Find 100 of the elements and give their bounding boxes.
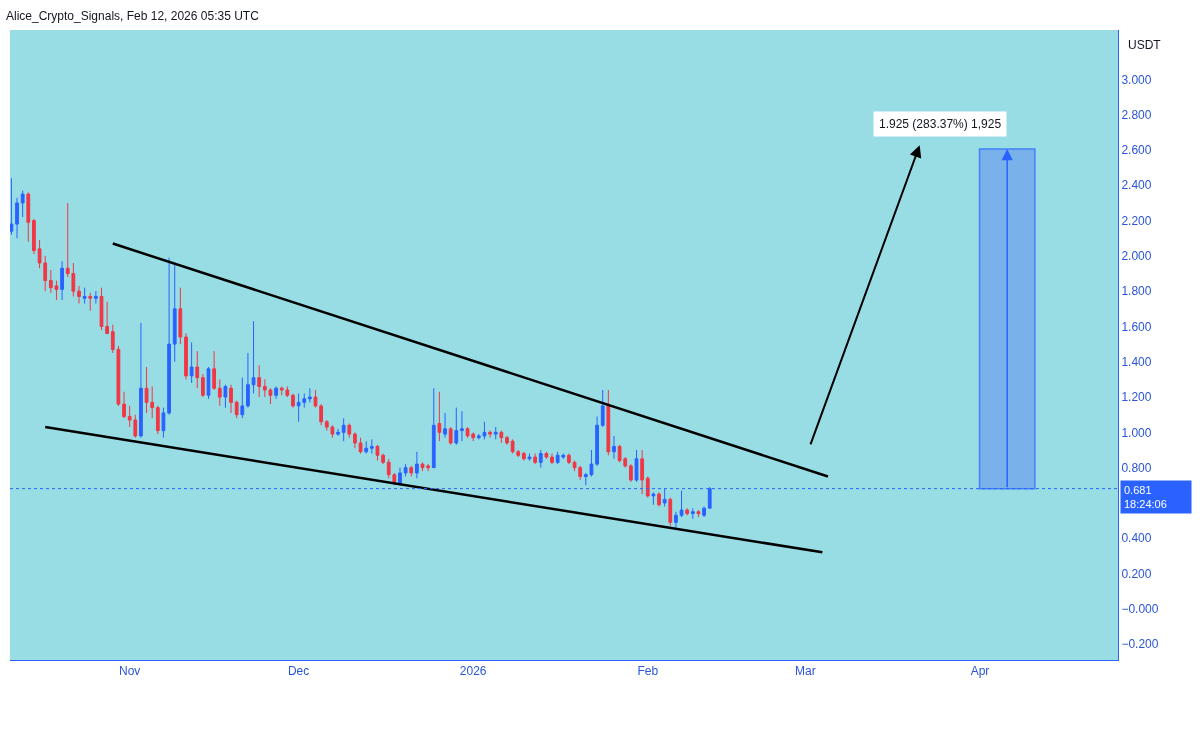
candlestick [657,491,661,507]
candlestick [274,385,278,400]
candlestick [499,430,504,444]
candlestick [77,285,81,305]
candlestick [234,400,239,419]
candlestick [240,377,245,419]
candlestick [527,453,532,462]
candlestick [448,426,453,446]
candlestick [161,407,166,439]
candlestick [522,451,526,462]
x-tick-label: Mar [795,664,816,679]
x-tick-label: Dec [287,664,310,679]
candlestick [674,511,678,529]
y-tick-label: 3.000 [1121,72,1152,87]
candlestick [454,407,459,446]
candlestick [10,177,14,236]
candlestick [645,475,650,499]
candlestick [353,431,357,449]
candlestick [443,412,447,439]
candlestick [88,292,93,312]
y-axis-title: USDT [1128,38,1162,52]
candlestick [229,384,233,414]
candlestick [94,290,98,305]
candlestick [612,435,616,460]
candlestick [167,257,171,416]
candlestick [206,366,211,400]
y-tick-label: 0.800 [1121,460,1152,475]
candlestick [341,417,346,442]
candlestick [139,322,143,439]
y-tick-label: −0.200 [1121,637,1159,652]
candlestick [651,491,656,506]
x-tick-label: Apr [970,664,990,679]
y-tick-label: 2.400 [1121,178,1152,193]
y-tick-label: 1.600 [1121,319,1152,334]
y-tick-label: 2.800 [1121,107,1152,122]
chart-title: Alice_Crypto_Signals, Feb 12, 2026 05:35 UTC [6,8,260,23]
candlestick [122,391,126,419]
candlestick [189,341,194,384]
candlestick [246,352,250,409]
candlestick [369,438,374,455]
candlestick [375,444,380,462]
candlestick [690,507,695,520]
candlestick [628,463,633,483]
y-tick-label: −0.000 [1121,602,1159,617]
candlestick [431,387,436,469]
candlestick [184,333,188,380]
candlestick [403,463,408,477]
y-tick-label: 1.400 [1121,354,1152,369]
candlestick [32,218,36,255]
y-tick-label: 1.800 [1121,284,1152,299]
candlestick [696,509,701,518]
candlestick [347,423,352,439]
y-tick-label: 1.200 [1121,390,1152,405]
candlestick [308,387,312,403]
candlestick [409,465,414,477]
candlestick [291,393,295,409]
candlestick [82,287,87,305]
candlestick [26,191,31,243]
candlestick [460,410,464,442]
candlestick [606,389,611,456]
candlestick [415,451,419,479]
candlestick [668,497,673,527]
band-label: 1.925 (283.37%) 1,925 [879,117,1002,131]
candlestick [178,287,183,345]
y-tick-label: 2.600 [1121,143,1152,158]
x-tick-label: Nov [119,664,141,679]
candlestick [257,364,262,398]
candlestick [201,373,205,398]
candlestick [702,505,706,518]
candlestick [493,426,498,440]
candlestick [195,350,200,389]
candlestick [172,264,177,363]
candlestick [685,507,690,516]
candlestick [15,197,19,239]
candlestick [381,453,385,465]
candlestick [640,449,645,495]
candlestick [533,453,538,465]
x-tick-label: Feb [637,664,659,679]
y-tick-label: 0.200 [1121,566,1152,581]
candlestick [538,449,543,469]
candlestick [217,378,222,407]
candlestick [679,490,684,518]
candlestick [567,453,571,465]
candlestick [544,451,549,460]
candlestick [155,405,160,435]
candlestick [212,350,217,391]
y-tick-label: 2.200 [1121,213,1152,228]
y-tick-label: 2.000 [1121,249,1152,264]
candlestick [595,415,599,467]
candlestick [550,453,554,465]
ref-line-label: 0.681 18:24:06 [1124,484,1167,511]
candlestick [223,384,228,409]
candlestick [488,430,492,439]
candlestick [398,467,402,486]
candlestick [437,391,442,442]
candlestick [20,190,25,218]
candlestick [600,389,605,428]
y-tick-label: 1.000 [1121,425,1152,440]
candlestick [358,437,363,455]
candlestick [60,260,64,301]
